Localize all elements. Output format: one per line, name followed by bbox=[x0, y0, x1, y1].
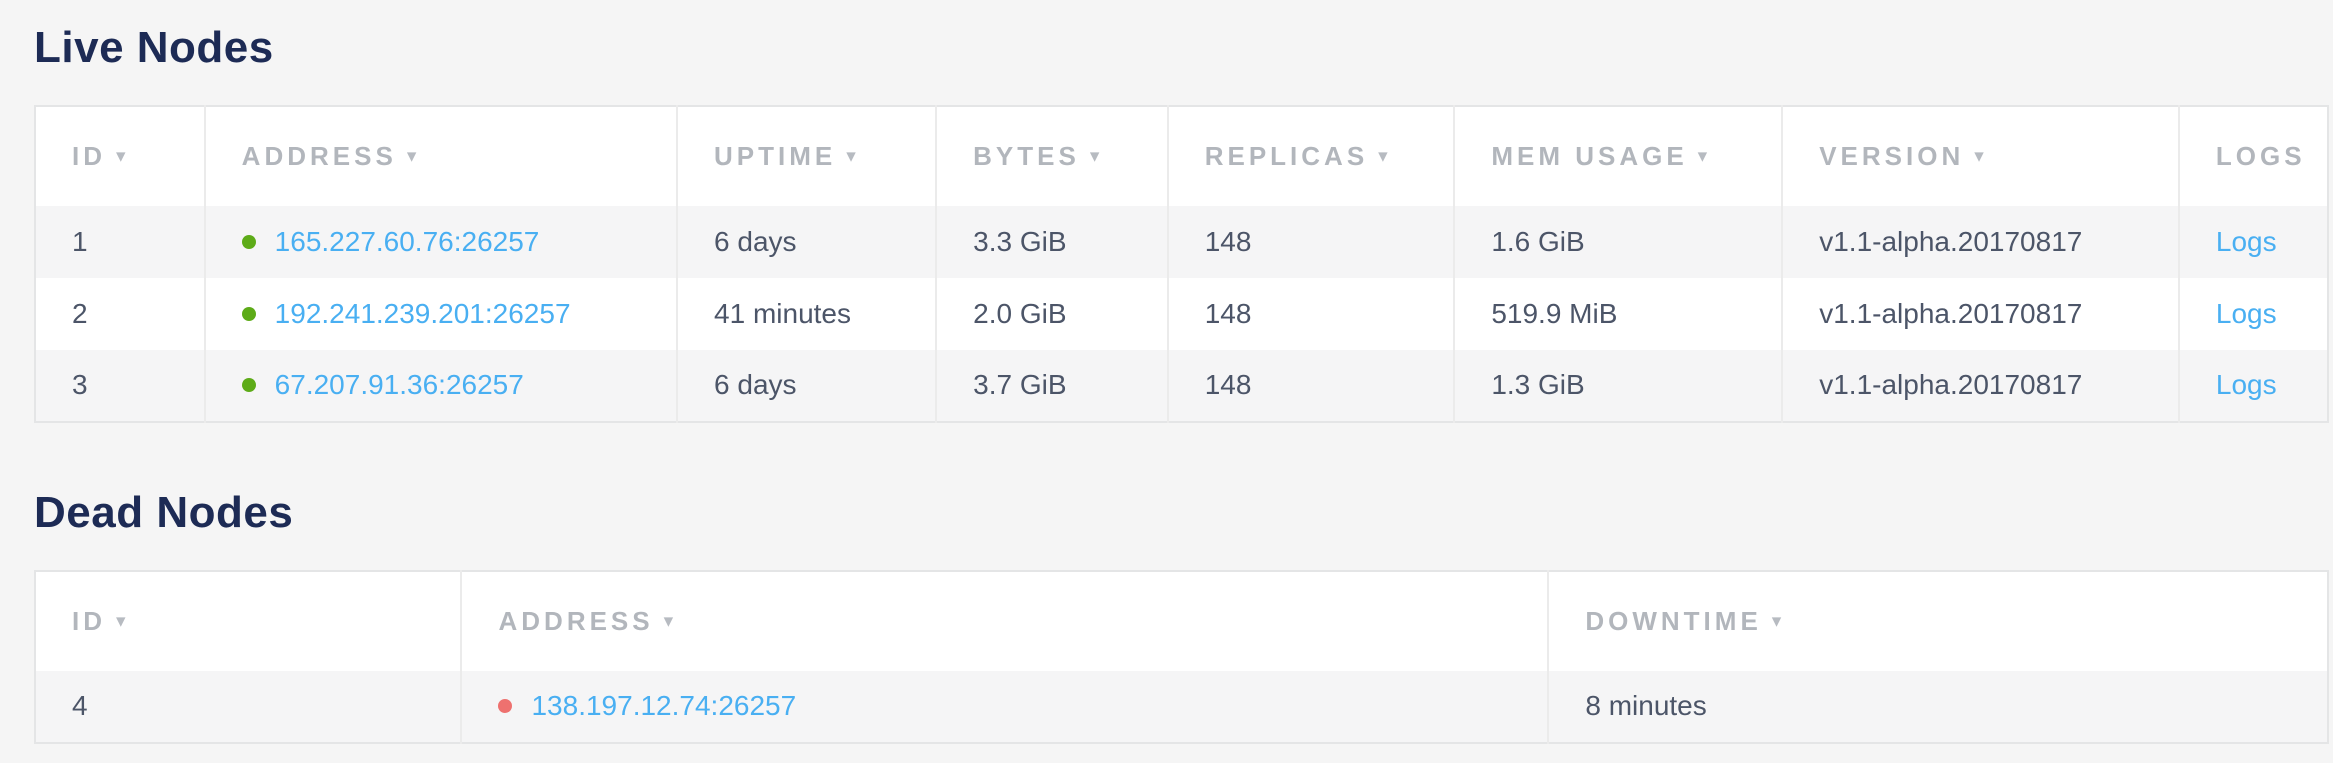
cell-logs: Logs bbox=[2177, 277, 2328, 350]
column-header-label: UPTIME bbox=[714, 140, 837, 171]
cell-replicas: 148 bbox=[1166, 349, 1455, 422]
cell-mem-usage: 519.9 MiB bbox=[1453, 277, 1783, 350]
sort-arrow-icon: ▾ bbox=[1378, 145, 1388, 167]
cell-replicas: 148 bbox=[1166, 205, 1455, 278]
cell-replicas: 148 bbox=[1166, 277, 1455, 350]
live-nodes-table: ID ▾ ADDRESS ▾ UPTIME ▾ BYTES ▾ REPLICAS ▾ ME… bbox=[34, 104, 2329, 423]
live-status-dot-icon bbox=[241, 234, 256, 249]
sort-arrow-icon: ▾ bbox=[1771, 610, 1782, 632]
column-header-label: ADDRESS bbox=[241, 140, 397, 171]
column-header-replicas[interactable]: REPLICAS ▾ bbox=[1166, 105, 1455, 206]
column-header-downtime[interactable]: DOWNTIME ▾ bbox=[1547, 570, 2328, 671]
cell-version: v1.1-alpha.20170817 bbox=[1781, 205, 2179, 278]
cell-id: 2 bbox=[72, 297, 88, 329]
cell-bytes: 3.3 GiB bbox=[935, 205, 1168, 278]
column-header-label: ID bbox=[72, 605, 106, 636]
column-header-address[interactable]: ADDRESS ▾ bbox=[203, 105, 678, 206]
column-header-label: DOWNTIME bbox=[1585, 605, 1762, 636]
column-header-label: VERSION bbox=[1819, 140, 1965, 171]
cell-bytes: 3.7 GiB bbox=[935, 349, 1168, 422]
column-header-version[interactable]: VERSION ▾ bbox=[1781, 105, 2179, 206]
cell-address: 67.207.91.36:26257 bbox=[203, 349, 678, 422]
dead-nodes-table: ID ▾ ADDRESS ▾ DOWNTIME ▾ 4 138.197.12.74:2… bbox=[34, 569, 2329, 744]
cell-uptime: 6 days bbox=[676, 349, 937, 422]
column-header-uptime[interactable]: UPTIME ▾ bbox=[676, 105, 937, 206]
cell-version: v1.1-alpha.20170817 bbox=[1781, 349, 2179, 422]
dead-nodes-title: Dead Nodes bbox=[34, 487, 294, 537]
column-header-id[interactable]: ID ▾ bbox=[35, 570, 462, 671]
cell-logs: Logs bbox=[2177, 205, 2328, 278]
sort-arrow-icon: ▾ bbox=[116, 145, 126, 167]
cell-address: 165.227.60.76:26257 bbox=[203, 205, 678, 278]
sort-arrow-icon: ▾ bbox=[1974, 145, 1984, 167]
column-header-label: ID bbox=[72, 140, 106, 171]
column-header-label: ADDRESS bbox=[498, 605, 654, 636]
sort-arrow-icon: ▾ bbox=[1697, 145, 1708, 167]
cell-address: 138.197.12.74:26257 bbox=[460, 670, 1549, 743]
cell-uptime: 6 days bbox=[676, 205, 937, 278]
logs-link[interactable]: Logs bbox=[2215, 297, 2277, 329]
table-row: 3 67.207.91.36:26257 6 days 3.7 GiB 148 … bbox=[35, 349, 2328, 422]
column-header-label: BYTES bbox=[973, 140, 1080, 171]
column-header-address[interactable]: ADDRESS ▾ bbox=[460, 570, 1549, 671]
sort-arrow-icon: ▾ bbox=[406, 145, 417, 167]
live-status-dot-icon bbox=[241, 378, 256, 393]
address-link[interactable]: 67.207.91.36:26257 bbox=[274, 369, 524, 401]
address-link[interactable]: 138.197.12.74:26257 bbox=[531, 690, 797, 722]
cell-logs: Logs bbox=[2177, 349, 2328, 422]
dead-status-dot-icon bbox=[498, 699, 513, 714]
column-header-id[interactable]: ID ▾ bbox=[35, 105, 205, 206]
sort-arrow-icon: ▾ bbox=[663, 610, 674, 632]
column-header-bytes[interactable]: BYTES ▾ bbox=[935, 105, 1168, 206]
cell-version: v1.1-alpha.20170817 bbox=[1781, 277, 2179, 350]
address-link[interactable]: 165.227.60.76:26257 bbox=[274, 225, 540, 257]
column-header-label: REPLICAS bbox=[1204, 140, 1369, 171]
cell-id: 1 bbox=[72, 225, 88, 257]
table-row: 1 165.227.60.76:26257 6 days 3.3 GiB 148… bbox=[35, 205, 2328, 278]
table-row: 2 192.241.239.201:26257 41 minutes 2.0 G… bbox=[35, 277, 2328, 350]
column-header-label: LOGS bbox=[2215, 140, 2306, 171]
sort-arrow-icon: ▾ bbox=[1089, 145, 1100, 167]
sort-arrow-icon: ▾ bbox=[846, 145, 856, 167]
dead-header-row: ID ▾ ADDRESS ▾ DOWNTIME ▾ bbox=[35, 570, 2328, 671]
live-status-dot-icon bbox=[241, 306, 256, 321]
table-row: 4 138.197.12.74:26257 8 minutes bbox=[35, 670, 2328, 743]
cell-bytes: 2.0 GiB bbox=[935, 277, 1168, 350]
logs-link[interactable]: Logs bbox=[2215, 225, 2277, 257]
cell-id: 4 bbox=[72, 690, 88, 722]
nodes-page: Live Nodes ID ▾ ADDRESS ▾ UPTIME ▾ BYTES ▾ bbox=[34, 23, 2329, 744]
column-header-mem-usage[interactable]: MEM USAGE ▾ bbox=[1453, 105, 1783, 206]
address-link[interactable]: 192.241.239.201:26257 bbox=[274, 297, 571, 329]
logs-link[interactable]: Logs bbox=[2215, 369, 2277, 401]
column-header-label: MEM USAGE bbox=[1491, 140, 1688, 171]
column-header-logs: LOGS bbox=[2177, 105, 2328, 206]
cell-mem-usage: 1.3 GiB bbox=[1453, 349, 1783, 422]
cell-mem-usage: 1.6 GiB bbox=[1453, 205, 1783, 278]
cell-downtime: 8 minutes bbox=[1547, 670, 2328, 743]
cell-id: 3 bbox=[72, 369, 88, 401]
sort-arrow-icon: ▾ bbox=[116, 610, 126, 632]
live-nodes-title: Live Nodes bbox=[34, 23, 274, 72]
cell-uptime: 41 minutes bbox=[676, 277, 937, 350]
cell-address: 192.241.239.201:26257 bbox=[203, 277, 678, 350]
live-header-row: ID ▾ ADDRESS ▾ UPTIME ▾ BYTES ▾ REPLICAS ▾ ME… bbox=[35, 105, 2328, 206]
